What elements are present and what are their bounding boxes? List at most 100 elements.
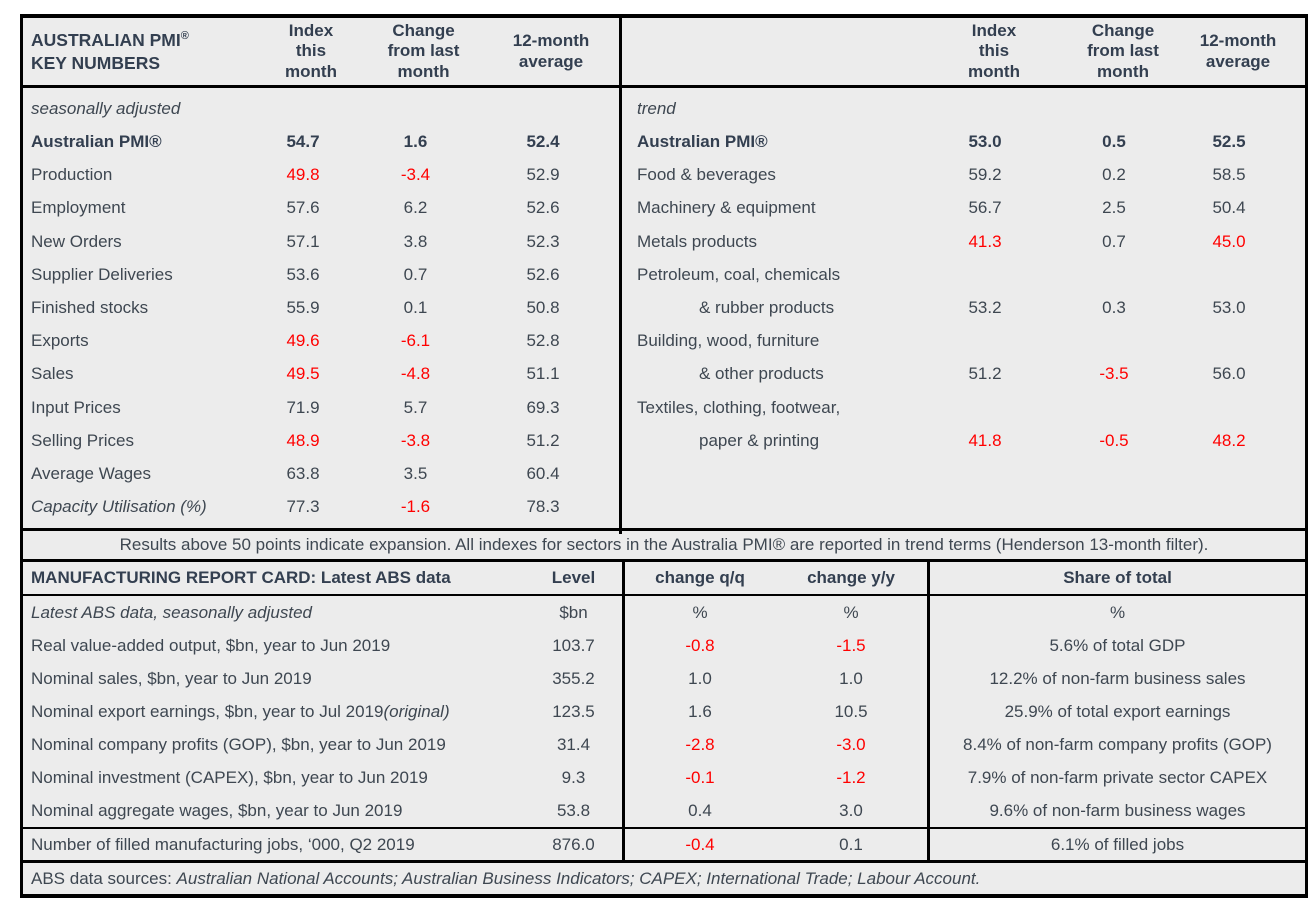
row-label: Capacity Utilisation (%) bbox=[31, 497, 207, 517]
row-label: Production bbox=[31, 165, 113, 185]
filled-jobs-row-section: Number of filled manufacturing jobs, ‘00… bbox=[23, 827, 1305, 863]
row-label: Nominal company profits (GOP), $bn, year… bbox=[23, 728, 525, 761]
value-cell: 57.6 bbox=[286, 198, 320, 218]
column-header-index-this-month: Index this month bbox=[968, 20, 1020, 81]
value-cell: 59.2 bbox=[968, 165, 1002, 185]
row-label: New Orders bbox=[31, 231, 122, 251]
share-cell: 8.4% of non-farm company profits (GOP) bbox=[927, 728, 1305, 761]
value-cell: -0.5 bbox=[1099, 430, 1129, 450]
value-cell: 0.5 bbox=[1102, 131, 1126, 151]
value-cell: 2.5 bbox=[1102, 198, 1126, 218]
row-label-text: Number of filled manufacturing jobs, ‘00… bbox=[31, 834, 415, 854]
value-cell: 51.2 bbox=[968, 364, 1002, 384]
table-row: Petroleum, coal, chemicals bbox=[625, 258, 1305, 291]
column-header-12-month-average: 12-month average bbox=[1199, 31, 1277, 71]
table-vertical-divider bbox=[619, 18, 622, 534]
value-cell: 51.1 bbox=[526, 364, 560, 384]
key-numbers-header-row: AUSTRALIAN PMI® KEY NUMBERS Index this m… bbox=[23, 18, 1305, 88]
value-cell: 52.9 bbox=[526, 165, 560, 185]
table-title: AUSTRALIAN PMI® KEY NUMBERS bbox=[23, 29, 266, 75]
table-row: seasonally adjusted bbox=[23, 92, 622, 125]
row-label: Average Wages bbox=[31, 464, 152, 484]
change-yy-cell: % bbox=[843, 602, 859, 622]
row-label: Building, wood, furniture bbox=[637, 331, 820, 351]
row-label: Textiles, clothing, footwear, bbox=[637, 397, 841, 417]
row-label-text: Real value-added output, $bn, year to Ju… bbox=[31, 635, 391, 655]
table-row: New Orders 57.1 3.8 52.3 bbox=[23, 225, 622, 258]
row-label: Nominal aggregate wages, $bn, year to Ju… bbox=[23, 794, 525, 827]
change-qq-cell: % bbox=[622, 596, 775, 629]
change-qq-cell: -0.1 bbox=[622, 761, 775, 794]
value-cell: 0.1 bbox=[403, 298, 428, 318]
table-row: Nominal export earnings, $bn, year to Ju… bbox=[23, 695, 1305, 728]
share-cell: 9.6% of non-farm business wages bbox=[927, 794, 1305, 827]
table-title-line2: KEY NUMBERS bbox=[31, 52, 161, 73]
value-cell: 0.7 bbox=[1102, 231, 1126, 251]
value-cell: 52.6 bbox=[526, 198, 560, 218]
value-cell: 53.0 bbox=[1212, 298, 1246, 318]
value-cell: 41.3 bbox=[968, 231, 1002, 251]
row-label: Input Prices bbox=[31, 397, 121, 417]
table-row: Number of filled manufacturing jobs, ‘00… bbox=[23, 829, 1305, 860]
share-cell: % bbox=[927, 596, 1305, 629]
value-cell: 48.9 bbox=[286, 430, 320, 450]
table-row: Average Wages 63.8 3.5 60.4 bbox=[23, 458, 622, 491]
value-cell: 52.4 bbox=[526, 131, 560, 151]
row-label: Petroleum, coal, chemicals bbox=[637, 264, 841, 284]
column-header-change-yy: change y/y bbox=[807, 568, 895, 587]
value-cell: 63.8 bbox=[286, 464, 320, 484]
value-cell: 53.0 bbox=[968, 131, 1002, 151]
row-label: Exports bbox=[31, 331, 89, 351]
share-cell: 7.9% of non-farm private sector CAPEX bbox=[927, 761, 1305, 794]
value-cell: 49.6 bbox=[286, 331, 320, 351]
table-row: Machinery & equipment 56.7 2.5 50.4 bbox=[625, 192, 1305, 225]
row-label-text: Nominal sales, $bn, year to Jun 2019 bbox=[31, 668, 312, 688]
table-row: Finished stocks 55.9 0.1 50.8 bbox=[23, 291, 622, 324]
value-cell: 49.5 bbox=[286, 364, 320, 384]
value-cell: 1.6 bbox=[403, 131, 428, 151]
table-row: Food & beverages 59.2 0.2 58.5 bbox=[625, 158, 1305, 191]
change-yy-cell: -3.0 bbox=[836, 734, 866, 754]
table-title-line1: AUSTRALIAN PMI® bbox=[31, 29, 266, 52]
row-label-suffix: (original) bbox=[383, 701, 450, 721]
row-label: Australian PMI® bbox=[637, 131, 768, 151]
table-title-text: AUSTRALIAN PMI bbox=[31, 29, 181, 50]
header-right-half: Index this month Change from last month … bbox=[622, 18, 1305, 85]
value-cell: 50.4 bbox=[1212, 198, 1246, 218]
trend-table: trend Australian PMI® 53.0 0.5 52.5 Food & be… bbox=[625, 88, 1305, 528]
value-cell: -4.8 bbox=[400, 364, 431, 384]
share-cell: 5.6% of total GDP bbox=[927, 629, 1305, 662]
value-cell: 49.8 bbox=[286, 165, 320, 185]
table-row: Australian PMI® 53.0 0.5 52.5 bbox=[625, 125, 1305, 158]
value-cell: 41.8 bbox=[968, 430, 1002, 450]
level-cell: 103.7 bbox=[552, 635, 595, 655]
table-row: Supplier Deliveries 53.6 0.7 52.6 bbox=[23, 258, 622, 291]
value-cell: 52.3 bbox=[526, 231, 560, 251]
row-label: Nominal sales, $bn, year to Jun 2019 bbox=[23, 662, 525, 695]
level-cell: $bn bbox=[559, 602, 588, 622]
change-qq-cell: 1.6 bbox=[622, 695, 775, 728]
level-cell: 876.0 bbox=[552, 834, 595, 854]
value-cell: 69.3 bbox=[526, 397, 560, 417]
table-row: Real value-added output, $bn, year to Ju… bbox=[23, 629, 1305, 662]
row-label: trend bbox=[637, 98, 676, 118]
change-qq-cell: 1.0 bbox=[622, 662, 775, 695]
row-label: Latest ABS data, seasonally adjusted bbox=[23, 596, 525, 629]
table-row: Production 49.8 -3.4 52.9 bbox=[23, 158, 622, 191]
column-header-level: Level bbox=[551, 568, 596, 587]
pmi-report-table: AUSTRALIAN PMI® KEY NUMBERS Index this m… bbox=[20, 14, 1308, 898]
row-label: Sales bbox=[31, 364, 74, 384]
row-label: & other products bbox=[699, 364, 824, 384]
change-yy-cell: 3.0 bbox=[839, 800, 863, 820]
change-qq-cell: 0.4 bbox=[622, 794, 775, 827]
value-cell: 58.5 bbox=[1212, 165, 1246, 185]
row-label: Number of filled manufacturing jobs, ‘00… bbox=[23, 829, 525, 860]
value-cell: 57.1 bbox=[286, 231, 320, 251]
row-label: seasonally adjusted bbox=[31, 98, 181, 118]
value-cell: -1.6 bbox=[400, 497, 431, 517]
value-cell: 6.2 bbox=[403, 198, 428, 218]
level-cell: 53.8 bbox=[556, 800, 591, 820]
value-cell: 56.0 bbox=[1212, 364, 1246, 384]
column-header-index-this-month: Index this month bbox=[285, 20, 337, 81]
value-cell: 52.8 bbox=[526, 331, 560, 351]
